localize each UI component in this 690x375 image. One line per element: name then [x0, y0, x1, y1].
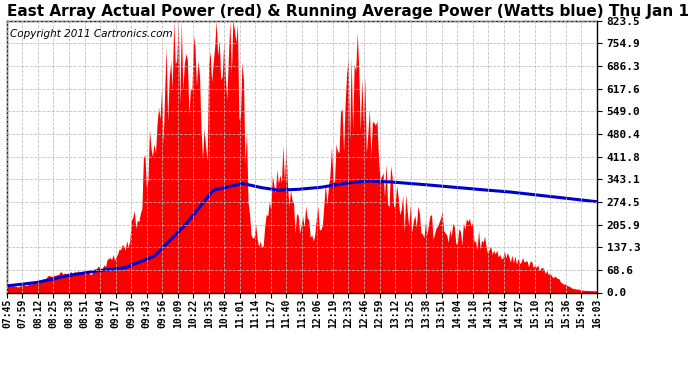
Text: East Array Actual Power (red) & Running Average Power (Watts blue) Thu Jan 13 16: East Array Actual Power (red) & Running …	[7, 4, 690, 20]
Text: Copyright 2011 Cartronics.com: Copyright 2011 Cartronics.com	[10, 29, 172, 39]
